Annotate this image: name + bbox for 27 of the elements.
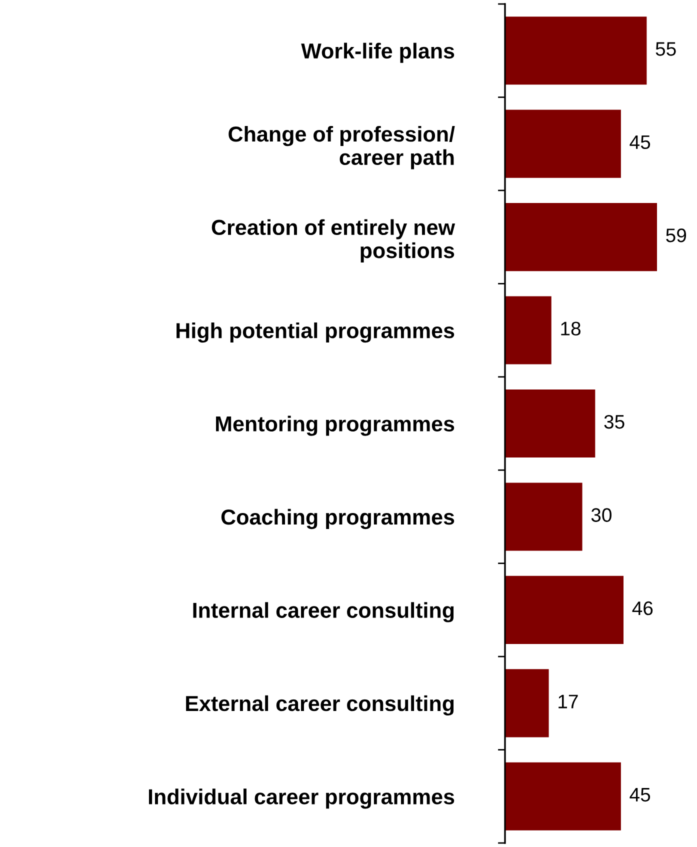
data-label: 45 xyxy=(630,135,650,150)
y-tick-label: External career consulting xyxy=(186,695,454,716)
bar xyxy=(505,762,621,830)
y-tick-label: Work-life plans xyxy=(301,42,454,63)
data-label: 45 xyxy=(630,788,650,802)
bar xyxy=(505,110,621,178)
y-tick-label: Mentoring programmes xyxy=(216,416,454,436)
y-tick-label: Creation of entirely new positions xyxy=(212,219,456,262)
bar xyxy=(505,203,657,272)
y-tick-label: Change of profession/ career path xyxy=(228,126,455,170)
data-label: 18 xyxy=(561,322,580,336)
bar xyxy=(505,669,549,738)
data-label: 55 xyxy=(656,42,676,56)
y-tick-label: Coaching programmes xyxy=(221,508,454,530)
bar xyxy=(505,576,624,644)
data-label: 46 xyxy=(632,601,653,616)
bar xyxy=(505,296,552,364)
y-tick-label: Individual career programmes xyxy=(148,788,454,809)
data-label: 35 xyxy=(604,414,624,429)
bar xyxy=(505,482,582,551)
y-tick-label: High potential programmes xyxy=(176,322,454,343)
data-label: 30 xyxy=(591,508,612,522)
y-tick-label: Internal career consulting xyxy=(193,602,454,622)
data-label: 59 xyxy=(666,228,686,242)
bar xyxy=(505,389,596,458)
data-label: 17 xyxy=(558,694,578,708)
bar xyxy=(505,16,647,85)
